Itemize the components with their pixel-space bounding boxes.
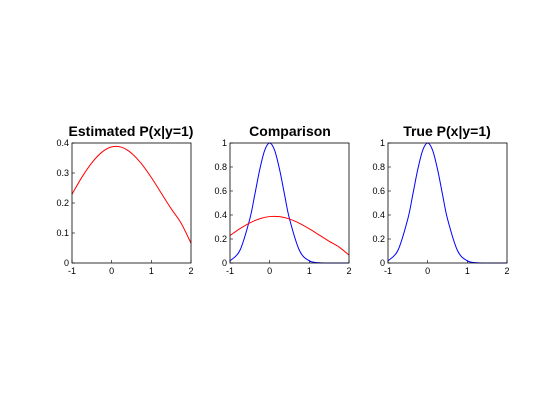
x-tick-label: 0 — [109, 266, 114, 276]
plot-frame — [71, 142, 192, 264]
plot-frame — [387, 142, 508, 264]
chart-true: True P(x|y=1) -1 0 1 200.20.40.60.81 — [372, 123, 509, 276]
y-tick-label: 0.4 — [214, 210, 227, 220]
plot-frame — [229, 142, 350, 264]
y-tick-label: 1 — [222, 138, 227, 148]
y-tick-label: 0 — [222, 258, 227, 268]
x-tick-label: 0 — [267, 266, 272, 276]
y-tick-label: 0.2 — [214, 234, 227, 244]
x-tick-label: -1 — [384, 266, 392, 276]
y-tick-label: 0.4 — [372, 210, 385, 220]
x-tick-label: -1 — [68, 266, 76, 276]
y-tick-label: 0.8 — [372, 162, 385, 172]
y-tick-label: 0.4 — [56, 138, 69, 148]
y-tick-label: 0 — [64, 258, 69, 268]
chart-title: Comparison — [249, 123, 331, 139]
series-line-0 — [387, 142, 507, 264]
y-tick-label: 0.2 — [56, 198, 69, 208]
x-tick-label: -1 — [226, 266, 234, 276]
y-tick-label: 0.3 — [56, 168, 69, 178]
x-tick-label: 1 — [149, 266, 154, 276]
series-line-0 — [71, 145, 192, 244]
x-tick-label: 1 — [465, 266, 470, 276]
chart-title: Estimated P(x|y=1) — [69, 123, 194, 139]
y-tick-label: 0.1 — [56, 228, 69, 238]
series-line-0 — [229, 142, 349, 264]
chart-title: True P(x|y=1) — [403, 123, 491, 139]
y-tick-label: 1 — [380, 138, 385, 148]
chart-comparison: Comparison -1 0 1 200.20.40.60.81 — [214, 123, 351, 276]
x-tick-label: 2 — [504, 266, 509, 276]
chart-estimated: Estimated P(x|y=1) -1 0 1 200.10.20.30.4 — [56, 123, 193, 276]
x-tick-label: 2 — [188, 266, 193, 276]
y-tick-label: 0 — [380, 258, 385, 268]
series-line-1 — [229, 215, 350, 256]
y-tick-label: 0.8 — [214, 162, 227, 172]
x-tick-label: 0 — [425, 266, 430, 276]
y-tick-label: 0.6 — [214, 186, 227, 196]
x-tick-label: 2 — [346, 266, 351, 276]
y-tick-label: 0.6 — [372, 186, 385, 196]
x-tick-label: 1 — [307, 266, 312, 276]
y-tick-label: 0.2 — [372, 234, 385, 244]
